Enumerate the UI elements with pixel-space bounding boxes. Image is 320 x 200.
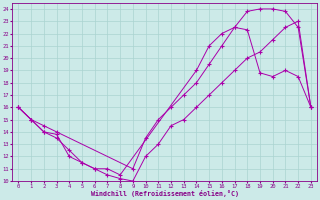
X-axis label: Windchill (Refroidissement éolien,°C): Windchill (Refroidissement éolien,°C): [91, 190, 239, 197]
